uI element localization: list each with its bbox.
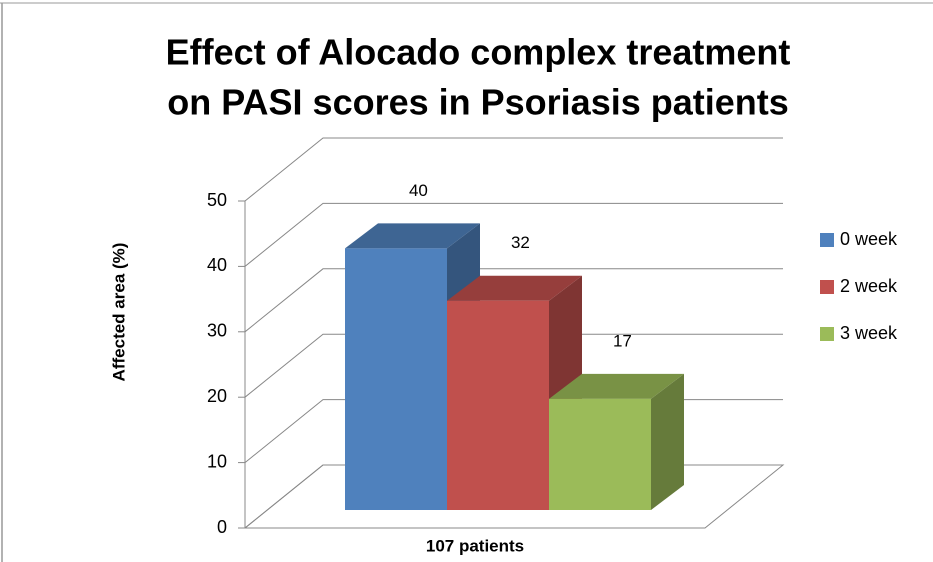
y-tick-label: 40 [207, 255, 227, 275]
bar-top [345, 223, 480, 249]
bar-group [549, 373, 684, 510]
bar-top [447, 275, 582, 301]
legend-label: 0 week [840, 229, 898, 249]
grid-line [244, 137, 783, 202]
x-tick-label: 107 patients [426, 536, 524, 555]
chart-title: on PASI scores in Psoriasis patients [167, 82, 789, 123]
legend-label: 3 week [840, 323, 898, 343]
legend-swatch [820, 280, 834, 294]
data-label: 17 [613, 331, 632, 350]
data-label: 32 [511, 233, 530, 252]
y-tick-label: 20 [207, 386, 227, 406]
data-label: 40 [409, 181, 428, 200]
legend-swatch [820, 327, 834, 341]
grid-line [244, 333, 783, 398]
legend-swatch [820, 233, 834, 247]
bar [549, 398, 651, 510]
y-tick-label: 50 [207, 190, 227, 210]
bar [345, 248, 447, 510]
chart-title: Effect of Alocado complex treatment [166, 32, 791, 73]
legend-label: 2 week [840, 276, 898, 296]
bar-side [651, 373, 684, 510]
y-tick-label: 10 [207, 451, 227, 471]
grid-line [244, 268, 783, 333]
bar [447, 300, 549, 510]
grid-line [244, 202, 783, 267]
y-tick-label: 0 [217, 517, 227, 537]
bar-top [549, 373, 684, 399]
y-tick-label: 30 [207, 321, 227, 341]
y-axis-label: Affected area (%) [109, 243, 128, 382]
